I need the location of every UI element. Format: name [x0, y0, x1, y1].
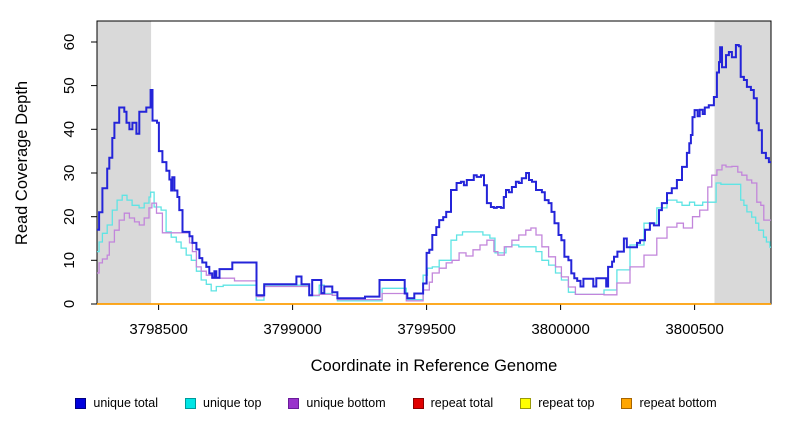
legend-item-unique-top: unique top [185, 396, 261, 410]
legend-label: unique total [93, 396, 159, 410]
x-tick-label: 3800500 [665, 321, 723, 338]
series-line-unique-total [97, 44, 771, 300]
x-tick-label: 3799500 [397, 321, 455, 338]
legend-swatch-unique-total [75, 397, 87, 409]
series-line-unique-top [97, 182, 771, 302]
x-tick-label: 3800000 [531, 321, 589, 338]
legend-label: repeat top [538, 396, 595, 410]
y-tick-label: 40 [61, 121, 78, 138]
plot-border [96, 20, 772, 305]
data-series [97, 44, 771, 305]
legend-swatch-repeat-total [412, 397, 424, 409]
coverage-chart: 3798500 3799000 3799500 3800000 3800500 0 10 20… [13, 20, 772, 375]
legend-label: unique top [203, 396, 262, 410]
y-tick-label: 50 [61, 77, 78, 94]
y-tick-label: 20 [61, 208, 78, 225]
legend-swatch-repeat-bottom [621, 397, 633, 409]
legend-swatch-repeat-top [520, 397, 532, 409]
x-tick-label: 3798500 [129, 321, 187, 338]
legend-item-repeat-bottom: repeat bottom [621, 396, 717, 410]
legend-item-unique-bottom: unique bottom [288, 396, 386, 410]
legend-item-unique-total: unique total [75, 396, 158, 410]
legend-item-repeat-total: repeat total [412, 396, 494, 410]
y-tick-label: 10 [61, 252, 78, 269]
legend-swatch-unique-bottom [288, 397, 300, 409]
legend-label: unique bottom [306, 396, 386, 410]
legend-item-repeat-top: repeat top [520, 396, 594, 410]
y-tick-label: 60 [61, 34, 78, 51]
y-axis-title: Read Coverage Depth [13, 81, 31, 245]
y-tick-label: 30 [61, 165, 78, 182]
series-line-unique-bottom [97, 164, 771, 302]
legend-swatch-unique-top [185, 397, 197, 409]
left-masked-region [97, 21, 152, 304]
x-axis-title: Coordinate in Reference Genome [311, 357, 558, 375]
legend: unique total unique top unique bottom re… [0, 396, 792, 410]
legend-label: repeat bottom [639, 396, 717, 410]
masked-regions [97, 21, 771, 304]
y-tick-label: 0 [61, 300, 78, 308]
x-tick-label: 3799000 [263, 321, 321, 338]
legend-label: repeat total [430, 396, 494, 410]
axes: 3798500 3799000 3799500 3800000 3800500 0 10 20… [61, 34, 724, 338]
